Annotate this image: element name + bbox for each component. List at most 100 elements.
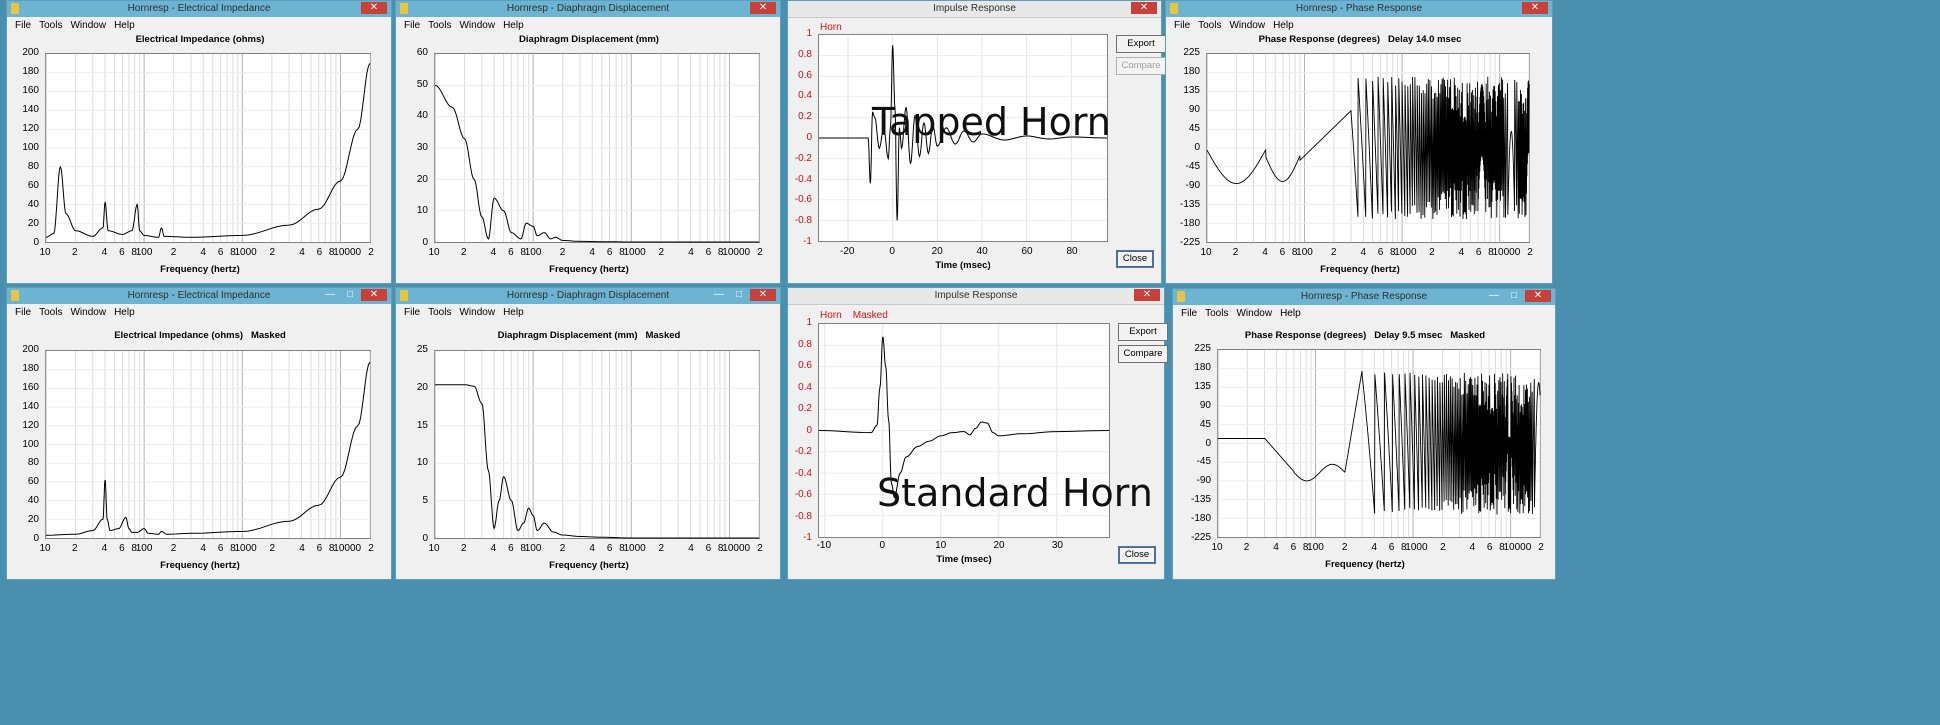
- menu-file[interactable]: File: [1174, 20, 1191, 31]
- menu-help[interactable]: Help: [114, 20, 135, 31]
- menu-tools[interactable]: Tools: [1205, 308, 1229, 319]
- displacement-plot: [434, 53, 760, 243]
- tick-label: 8: [520, 543, 526, 554]
- titlebar[interactable]: Hornresp - Diaphragm Displacement ✕: [396, 1, 780, 17]
- tick-label: 45: [1188, 123, 1200, 134]
- phase-plot: [1217, 349, 1541, 538]
- tick-label: 8: [717, 543, 724, 554]
- tick-label: 4: [1273, 542, 1279, 553]
- tick-label: -20: [839, 246, 855, 257]
- menu-tools[interactable]: Tools: [1198, 20, 1222, 31]
- menu-file[interactable]: File: [15, 307, 32, 318]
- tick-label: 4: [1469, 542, 1476, 553]
- tick-label: 2: [1527, 247, 1533, 258]
- tick-label: 100: [135, 247, 153, 258]
- impedance-graph: [45, 54, 371, 242]
- maximize-button[interactable]: □: [346, 289, 354, 300]
- close-window-button[interactable]: ✕: [1134, 289, 1160, 301]
- close-button[interactable]: Close: [1116, 250, 1154, 268]
- menu-window[interactable]: Window: [459, 307, 496, 318]
- menu-window[interactable]: Window: [1229, 20, 1266, 31]
- close-window-button[interactable]: ✕: [361, 289, 387, 301]
- menu-window[interactable]: Window: [70, 20, 107, 31]
- tick-label: 10000: [1492, 247, 1521, 258]
- menu-file[interactable]: File: [15, 20, 32, 31]
- close-window-button[interactable]: ✕: [361, 2, 387, 14]
- window-title: Hornresp - Diaphragm Displacement: [506, 290, 670, 301]
- data-curve: [435, 384, 759, 539]
- tick-label: 0: [33, 237, 39, 248]
- minimize-button[interactable]: —: [714, 289, 724, 300]
- maximize-button[interactable]: □: [735, 289, 743, 300]
- tick-label: 25: [416, 344, 428, 355]
- close-window-button[interactable]: ✕: [1131, 2, 1157, 14]
- menu-file[interactable]: File: [404, 20, 421, 31]
- tick-label: 1000: [1394, 247, 1417, 258]
- maximize-button[interactable]: □: [1510, 290, 1518, 301]
- tick-label: 4: [490, 247, 497, 258]
- menubar: File Tools Window Help: [396, 305, 780, 320]
- titlebar[interactable]: Impulse Response ✕: [788, 288, 1164, 305]
- menu-file[interactable]: File: [1181, 308, 1198, 319]
- compare-button[interactable]: Compare: [1116, 57, 1166, 75]
- phase-graph: [1217, 350, 1541, 537]
- tick-label: 8: [1499, 542, 1505, 553]
- minimize-button[interactable]: —: [325, 289, 335, 300]
- titlebar[interactable]: Hornresp - Electrical Impedance ✕: [7, 1, 391, 17]
- menu-help[interactable]: Help: [1280, 308, 1301, 319]
- close-button[interactable]: Close: [1118, 546, 1156, 564]
- menu-window[interactable]: Window: [70, 307, 107, 318]
- titlebar[interactable]: Hornresp - Phase Response ✕: [1166, 1, 1552, 17]
- tick-label: 100: [524, 247, 542, 258]
- menu-help[interactable]: Help: [503, 20, 524, 31]
- tick-label: 0: [33, 533, 39, 544]
- menu-tools[interactable]: Tools: [39, 20, 63, 31]
- tick-label: 20: [416, 381, 428, 393]
- menu-tools[interactable]: Tools: [428, 20, 452, 31]
- tick-label: 4: [490, 543, 497, 554]
- menu-file[interactable]: File: [404, 307, 421, 318]
- tick-label: 40: [416, 110, 428, 122]
- tick-label: 40: [976, 246, 988, 257]
- menu-tools[interactable]: Tools: [428, 307, 452, 318]
- tick-label: 20: [416, 173, 428, 185]
- tick-label: 8: [1302, 542, 1309, 553]
- menu-window[interactable]: Window: [459, 20, 496, 31]
- close-window-button[interactable]: ✕: [750, 2, 776, 14]
- titlebar[interactable]: Hornresp - Diaphragm Displacement — □ ✕: [396, 288, 780, 304]
- tick-label: 4: [1262, 247, 1268, 258]
- menu-window[interactable]: Window: [1236, 308, 1273, 319]
- tick-label: 0.4: [798, 90, 812, 102]
- hornresp-app-icon: [400, 290, 408, 301]
- export-button[interactable]: Export: [1118, 323, 1168, 341]
- compare-button[interactable]: Compare: [1118, 345, 1168, 363]
- tick-label: 8: [619, 543, 625, 554]
- tick-label: 0.8: [798, 48, 812, 60]
- close-window-button[interactable]: ✕: [1522, 2, 1548, 14]
- close-window-button[interactable]: ✕: [750, 289, 776, 301]
- titlebar[interactable]: Impulse Response ✕: [788, 1, 1161, 18]
- tick-label: 8: [1291, 247, 1298, 258]
- menu-help[interactable]: Help: [1273, 20, 1294, 31]
- titlebar[interactable]: Hornresp - Electrical Impedance — □ ✕: [7, 288, 391, 304]
- minimize-button[interactable]: —: [1489, 290, 1499, 301]
- window-displacement-bottom: Hornresp - Diaphragm Displacement — □ ✕ Fil…: [395, 287, 781, 580]
- tick-label: 1000: [234, 247, 257, 258]
- tick-label: -0.8: [794, 510, 812, 522]
- menu-help[interactable]: Help: [114, 307, 135, 318]
- tick-label: 50: [416, 78, 428, 90]
- menu-help[interactable]: Help: [503, 307, 524, 318]
- plot-title: Phase Response (degrees) Delay 9.5 msec …: [1244, 330, 1486, 341]
- tick-label: 4: [101, 543, 108, 554]
- impedance-plot: [45, 350, 371, 539]
- tick-label: 0.8: [798, 338, 812, 350]
- export-button[interactable]: Export: [1116, 35, 1166, 53]
- tick-label: 2: [1341, 542, 1348, 553]
- tick-label: 4: [589, 247, 595, 258]
- close-window-button[interactable]: ✕: [1525, 290, 1551, 302]
- tick-label: 15: [416, 419, 428, 431]
- tick-label: 100: [22, 438, 39, 450]
- titlebar[interactable]: Hornresp - Phase Response — □ ✕: [1173, 289, 1555, 305]
- tick-label: 8: [1390, 247, 1396, 258]
- menu-tools[interactable]: Tools: [39, 307, 63, 318]
